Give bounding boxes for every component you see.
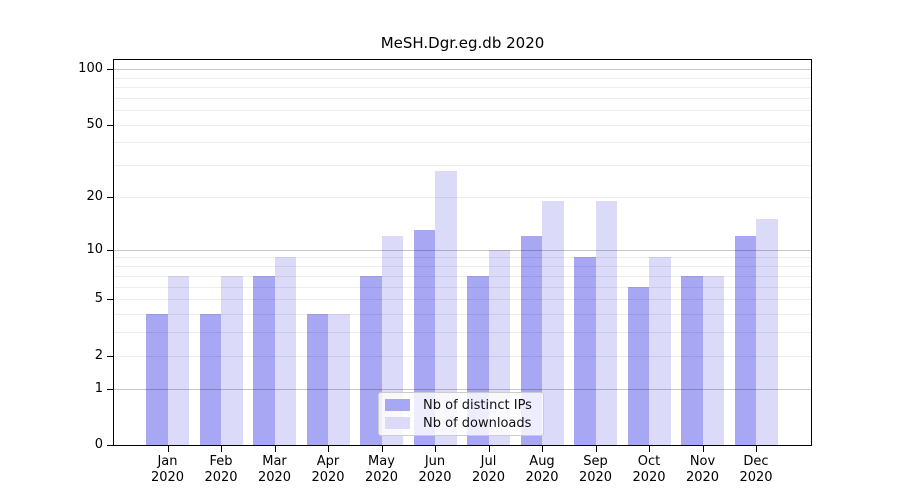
x-tick-may [381, 446, 383, 452]
legend-row-downloads: Nb of downloads [385, 415, 537, 431]
legend-label-distinct-ips: Nb of distinct IPs [423, 397, 532, 413]
plot-area: Nb of distinct IPs Nb of downloads [113, 59, 812, 446]
y-tick-10 [107, 249, 113, 251]
gridline-2 [114, 355, 811, 357]
x-tick-label-jun: Jun 2020 [418, 454, 452, 485]
y-tick-label-20: 20 [86, 189, 103, 204]
x-tick-jan [167, 446, 169, 452]
bar-downloads-jan [167, 275, 189, 445]
x-tick-label-apr: Apr 2020 [311, 454, 345, 485]
y-tick-2 [107, 355, 113, 357]
bar-downloads-apr [328, 313, 350, 445]
bar-downloads-oct [649, 257, 671, 445]
y-tick-20 [107, 197, 113, 198]
bar-ips-oct [627, 286, 649, 445]
bar-downloads-aug [542, 200, 564, 445]
bar-downloads-jun [435, 170, 457, 445]
bar-downloads-feb [221, 275, 243, 445]
x-tick-label-oct: Oct 2020 [632, 454, 666, 485]
y-tick-label-10: 10 [86, 241, 103, 257]
x-tick-jun [435, 446, 436, 452]
y-tick-0 [107, 445, 113, 446]
y-tick-label-5: 5 [94, 291, 103, 306]
y-tick-1 [107, 388, 113, 390]
gridline-80 [114, 87, 811, 88]
plot-inner [114, 60, 811, 445]
gridline-4 [114, 313, 811, 315]
bar-ips-jun [413, 230, 435, 445]
x-tick-oct [649, 446, 650, 452]
gridline-3 [114, 332, 811, 334]
bar-ips-may [360, 275, 382, 445]
x-tick-label-may: May 2020 [364, 454, 399, 485]
bar-downloads-mar [274, 257, 296, 445]
bar-downloads-sep [595, 200, 617, 445]
gridline-70 [114, 97, 811, 99]
x-tick-label-nov: Nov 2020 [685, 454, 720, 485]
x-tick-mar [274, 446, 276, 452]
x-tick-label-feb: Feb 2020 [204, 454, 238, 485]
x-tick-feb [221, 446, 222, 452]
x-tick-sep [595, 446, 597, 452]
gridline-7 [114, 275, 811, 277]
bar-ips-jan [146, 313, 168, 445]
gridline-60 [114, 110, 811, 112]
x-tick-aug [542, 446, 543, 452]
y-tick-label-50: 50 [86, 116, 103, 132]
legend-row-distinct-ips: Nb of distinct IPs [385, 397, 537, 413]
gridline-5 [114, 299, 811, 300]
y-tick-label-0: 0 [94, 437, 103, 452]
gridline-20 [114, 197, 811, 198]
gridline-6 [114, 286, 811, 288]
chart-title: MeSH.Dgr.eg.db 2020 [380, 34, 545, 52]
bar-ips-sep [574, 257, 596, 445]
bar-downloads-dec [756, 219, 778, 445]
bar-ips-feb [199, 313, 221, 445]
gridline-1 [114, 388, 811, 390]
gridline-10 [114, 249, 811, 251]
gridline-50 [114, 124, 811, 126]
y-tick-50 [107, 124, 113, 126]
y-tick-label-1: 1 [94, 380, 103, 396]
x-tick-label-dec: Dec 2020 [739, 454, 773, 485]
x-tick-nov [702, 446, 704, 452]
bar-ips-mar [253, 275, 275, 445]
gridline-40 [114, 142, 811, 144]
x-tick-apr [328, 446, 329, 452]
x-tick-label-jul: Jul 2020 [471, 454, 506, 485]
legend-swatch-distinct-ips [385, 399, 410, 411]
x-tick-jul [488, 446, 490, 452]
y-tick-label-100: 100 [78, 61, 103, 76]
y-tick-5 [107, 299, 113, 300]
legend-label-downloads: Nb of downloads [423, 415, 532, 431]
x-tick-label-jan: Jan 2020 [150, 454, 185, 485]
x-tick-dec [756, 446, 757, 452]
bar-ips-apr [306, 313, 328, 445]
x-tick-label-mar: Mar 2020 [257, 454, 292, 485]
gridline-30 [114, 165, 811, 167]
y-tick-100 [107, 69, 113, 70]
bar-ips-dec [734, 236, 756, 445]
legend: Nb of distinct IPs Nb of downloads [378, 392, 544, 436]
bar-downloads-nov [702, 275, 724, 445]
x-tick-label-aug: Aug 2020 [525, 454, 559, 485]
bar-ips-nov [681, 275, 703, 445]
gridline-100 [114, 69, 811, 70]
gridline-8 [114, 266, 811, 267]
legend-swatch-downloads [385, 417, 410, 429]
gridline-9 [114, 257, 811, 259]
gridline-90 [114, 77, 811, 79]
y-tick-label-2: 2 [94, 347, 103, 363]
x-tick-label-sep: Sep 2020 [578, 454, 613, 485]
